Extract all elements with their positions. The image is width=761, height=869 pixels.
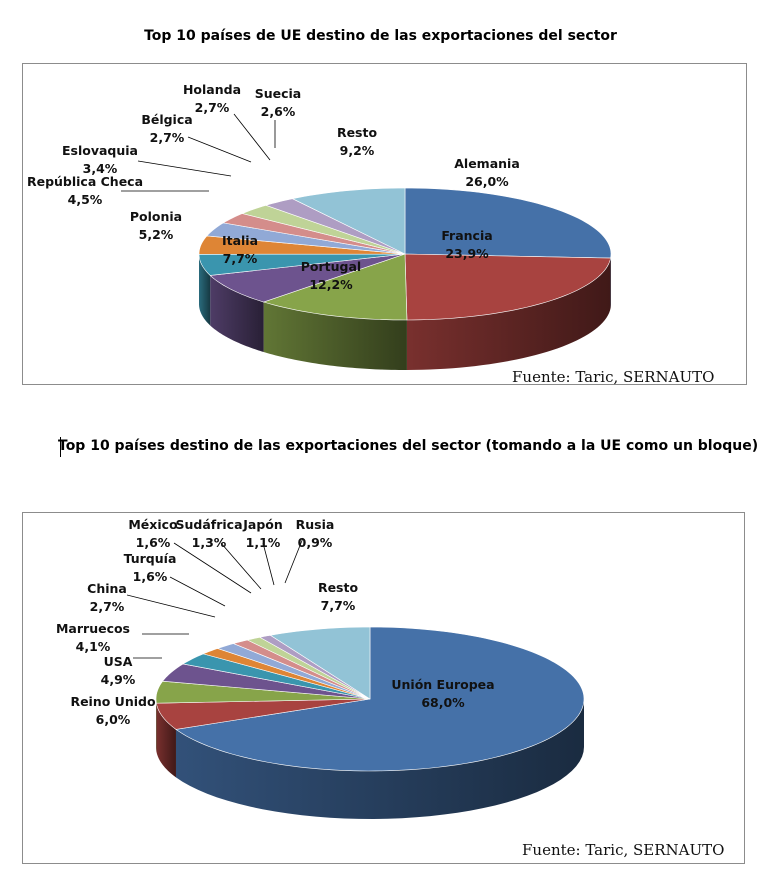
slice-italia xyxy=(209,253,406,303)
slice-rusia xyxy=(258,634,371,700)
value-resto: 9,2% xyxy=(340,143,375,158)
leader-line-japon xyxy=(262,542,275,586)
value-republica-checa: 4,5% xyxy=(68,192,103,207)
chart-1-title: Top 10 países de UE destino de las expor… xyxy=(144,28,617,44)
label-suecia: Suecia xyxy=(255,86,302,101)
chart-1-side-walls xyxy=(199,254,611,370)
chart-2-side-walls xyxy=(156,699,585,819)
label-mexico: México xyxy=(128,517,178,532)
leader-line-belgica xyxy=(187,136,252,163)
chart-2-pie: Unión Europea 68,0% Reino Unido 6,0% USA 4,9%… xyxy=(56,517,585,819)
value-holanda: 2,7% xyxy=(195,100,230,115)
label-turquia: Turquía xyxy=(124,551,177,566)
slice-marruecos xyxy=(162,663,371,700)
slice-turquia xyxy=(202,648,371,700)
side-reino-unido xyxy=(156,703,176,778)
leader-line-china xyxy=(126,594,216,618)
value-eslovaquia: 3,4% xyxy=(83,161,118,176)
label-francia: Francia xyxy=(441,228,492,243)
value-resto: 7,7% xyxy=(321,598,356,613)
slice-suecia xyxy=(265,198,406,255)
value-rusia: 0,9% xyxy=(298,535,333,550)
slice-union-europea xyxy=(175,626,585,772)
chart-1-pie: Alemania 26,0% Francia 23,9% Portugal 12,2% It… xyxy=(27,82,612,370)
label-holanda: Holanda xyxy=(183,82,241,97)
slice-usa xyxy=(155,680,371,704)
value-belgica: 2,7% xyxy=(150,130,185,145)
slice-eslovaquia xyxy=(206,222,406,255)
leader-line-holanda xyxy=(233,113,271,161)
chart-1-source: Fuente: Taric, SERNAUTO xyxy=(512,368,715,386)
slice-resto xyxy=(291,187,406,255)
slice-reino-unido xyxy=(155,698,371,730)
value-japon: 1,1% xyxy=(246,535,281,550)
slice-japon xyxy=(246,636,371,700)
label-polonia: Polonia xyxy=(130,209,182,224)
chart-2-frame: Unión Europea 68,0% Reino Unido 6,0% USA 4,9%… xyxy=(22,512,745,864)
label-reino-unido: Reino Unido xyxy=(70,694,156,709)
side-italia xyxy=(210,275,264,352)
label-belgica: Bélgica xyxy=(141,112,192,127)
side-union-europea xyxy=(175,699,585,819)
slice-francia xyxy=(404,253,611,321)
slice-belgica xyxy=(222,213,406,255)
value-turquia: 1,6% xyxy=(133,569,168,584)
label-resto: Resto xyxy=(337,125,378,140)
slice-holanda xyxy=(241,204,406,255)
slice-sudafrica xyxy=(232,639,371,700)
chart-2-labels: Unión Europea 68,0% Reino Unido 6,0% USA 4,9%… xyxy=(56,517,495,727)
label-republica-checa: República Checa xyxy=(27,174,143,189)
label-sudafrica: Sudáfrica xyxy=(175,517,242,532)
value-usa: 4,9% xyxy=(101,672,136,687)
value-polonia: 5,2% xyxy=(139,227,174,242)
value-suecia: 2,6% xyxy=(261,104,296,119)
side-portugal xyxy=(263,302,407,370)
value-china: 2,7% xyxy=(90,599,125,614)
side-polonia xyxy=(199,254,211,326)
label-alemania: Alemania xyxy=(454,156,520,171)
value-union-europea: 68,0% xyxy=(421,695,465,710)
chart-1-frame: Alemania 26,0% Francia 23,9% Portugal 12,2% It… xyxy=(22,63,747,385)
slice-republica-checa xyxy=(198,235,406,255)
chart-1-labels: Alemania 26,0% Francia 23,9% Portugal 12,2% It… xyxy=(27,82,520,292)
slice-alemania xyxy=(404,187,612,259)
text-cursor xyxy=(60,437,61,457)
leader-line-rusia xyxy=(284,537,304,584)
label-usa: USA xyxy=(104,654,133,669)
label-marruecos: Marruecos xyxy=(56,621,130,636)
value-sudafrica: 1,3% xyxy=(192,535,227,550)
value-francia: 23,9% xyxy=(445,246,489,261)
label-rusia: Rusia xyxy=(296,517,335,532)
leader-line-mexico xyxy=(173,542,252,594)
label-portugal: Portugal xyxy=(301,259,361,274)
chart-2-slices xyxy=(155,626,585,772)
value-reino-unido: 6,0% xyxy=(96,712,131,727)
slice-mexico xyxy=(216,643,371,700)
value-marruecos: 4,1% xyxy=(76,639,111,654)
leader-line-sudafrica xyxy=(220,542,262,590)
value-alemania: 26,0% xyxy=(465,174,509,189)
leader-line-turquia xyxy=(169,576,226,607)
slice-resto xyxy=(269,626,371,700)
leader-line-eslovaquia xyxy=(137,160,232,177)
label-union-europea: Unión Europea xyxy=(391,677,494,692)
chart-2-source: Fuente: Taric, SERNAUTO xyxy=(522,841,725,859)
value-portugal: 12,2% xyxy=(309,277,353,292)
slice-china xyxy=(182,653,371,700)
label-resto: Resto xyxy=(318,580,359,595)
slice-polonia xyxy=(198,253,406,276)
label-italia: Italia xyxy=(222,233,258,248)
side-francia xyxy=(406,258,611,370)
chart-2-title: Top 10 países destino de las exportacion… xyxy=(58,438,759,454)
value-mexico: 1,6% xyxy=(136,535,171,550)
chart-1-slices xyxy=(198,187,612,321)
value-italia: 7,7% xyxy=(223,251,258,266)
label-eslovaquia: Eslovaquia xyxy=(62,143,138,158)
label-china: China xyxy=(87,581,127,596)
slice-portugal xyxy=(262,253,408,321)
label-japon: Japón xyxy=(242,517,283,532)
